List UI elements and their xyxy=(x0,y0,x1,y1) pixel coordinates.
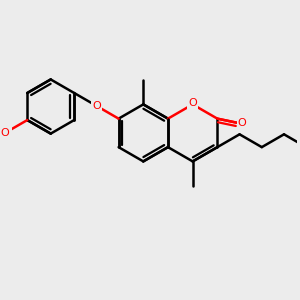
Text: O: O xyxy=(92,101,101,111)
Text: O: O xyxy=(238,118,247,128)
Text: O: O xyxy=(1,128,9,138)
Text: O: O xyxy=(188,98,197,108)
